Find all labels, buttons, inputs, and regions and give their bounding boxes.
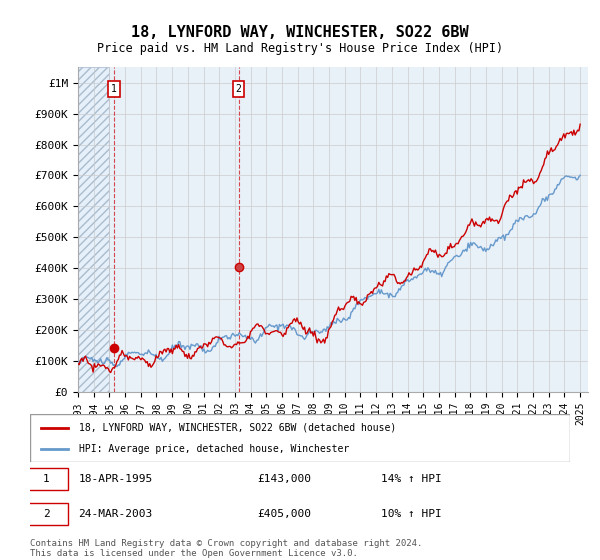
Text: £405,000: £405,000: [257, 508, 311, 519]
Text: 24-MAR-2003: 24-MAR-2003: [79, 508, 153, 519]
Text: £143,000: £143,000: [257, 474, 311, 484]
FancyBboxPatch shape: [25, 503, 68, 525]
Text: 1: 1: [43, 474, 50, 484]
FancyBboxPatch shape: [25, 468, 68, 490]
Bar: [109, 67, 588, 392]
Text: Price paid vs. HM Land Registry's House Price Index (HPI): Price paid vs. HM Land Registry's House …: [97, 42, 503, 55]
Text: 2: 2: [236, 84, 241, 94]
FancyBboxPatch shape: [30, 414, 570, 462]
Text: 18, LYNFORD WAY, WINCHESTER, SO22 6BW (detached house): 18, LYNFORD WAY, WINCHESTER, SO22 6BW (d…: [79, 423, 396, 433]
Bar: [78, 67, 109, 392]
Text: Contains HM Land Registry data © Crown copyright and database right 2024.
This d: Contains HM Land Registry data © Crown c…: [30, 539, 422, 558]
Text: 14% ↑ HPI: 14% ↑ HPI: [381, 474, 442, 484]
Text: 1: 1: [111, 84, 117, 94]
Bar: [78, 67, 109, 392]
Text: HPI: Average price, detached house, Winchester: HPI: Average price, detached house, Winc…: [79, 444, 349, 454]
Text: 18-APR-1995: 18-APR-1995: [79, 474, 153, 484]
Text: 10% ↑ HPI: 10% ↑ HPI: [381, 508, 442, 519]
Text: 2: 2: [43, 508, 50, 519]
Text: 18, LYNFORD WAY, WINCHESTER, SO22 6BW: 18, LYNFORD WAY, WINCHESTER, SO22 6BW: [131, 25, 469, 40]
